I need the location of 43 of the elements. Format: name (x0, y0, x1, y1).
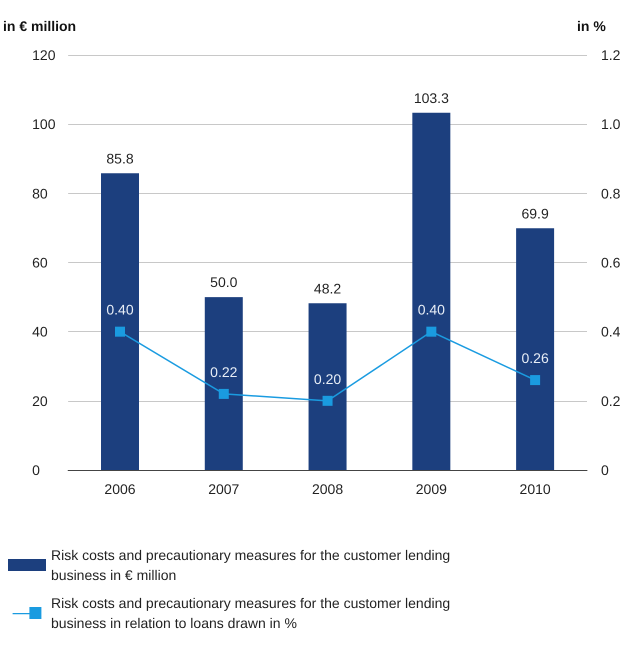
x-tick-label: 2008 (312, 481, 344, 497)
point (426, 326, 436, 337)
y2-tick-label: 0.8 (601, 185, 621, 202)
y-tick-label: 20 (32, 392, 48, 409)
y-tick-label: 120 (32, 47, 56, 63)
y2-tick-label: 0.2 (601, 392, 621, 409)
bar (101, 173, 140, 470)
y2-axis-title: in % (577, 18, 606, 34)
y-tick-label: 80 (32, 185, 48, 202)
y2-tick-label: 0.6 (601, 254, 621, 270)
data-label: 48.2 (314, 280, 342, 296)
legend-label: Risk costs and precautionary measures for the customer lending business in relation to loans drawn in % (51, 595, 454, 631)
data-label: 50.0 (210, 274, 238, 290)
data-label: 85.8 (106, 150, 134, 166)
point (530, 375, 540, 386)
point (322, 396, 333, 406)
data-label: 0.40 (106, 302, 134, 318)
y2-tick-label: 1.0 (601, 116, 621, 132)
x-tick-label: 2010 (520, 481, 551, 497)
data-label: 0.20 (314, 370, 342, 387)
x-tick-label: 2009 (416, 481, 448, 497)
y2-tick-label: 0 (601, 462, 609, 478)
x-tick-label: 2006 (104, 481, 136, 497)
bar (204, 297, 243, 470)
y-tick-label: 0 (32, 462, 40, 478)
y2-tick-label: 1.2 (601, 47, 621, 63)
legend-label: Risk costs and precautionary measures for the customer lending business in € million (51, 547, 454, 583)
data-label: 103.3 (414, 90, 450, 106)
bar (516, 228, 554, 470)
y-tick-label: 60 (32, 254, 48, 270)
y-axis-title: in € million (2, 18, 76, 34)
y-tick-label: 40 (32, 324, 48, 340)
bar (308, 303, 347, 470)
data-label: 0.26 (521, 350, 549, 366)
point (115, 326, 126, 337)
data-label: 0.40 (418, 302, 446, 318)
data-label: 0.22 (210, 364, 238, 380)
y-tick-label: 100 (32, 116, 56, 132)
x-tick-label: 2007 (208, 481, 240, 497)
data-label: 69.9 (521, 205, 549, 222)
y2-tick-label: 0.4 (601, 324, 621, 340)
point (218, 388, 229, 399)
bar (412, 112, 450, 470)
